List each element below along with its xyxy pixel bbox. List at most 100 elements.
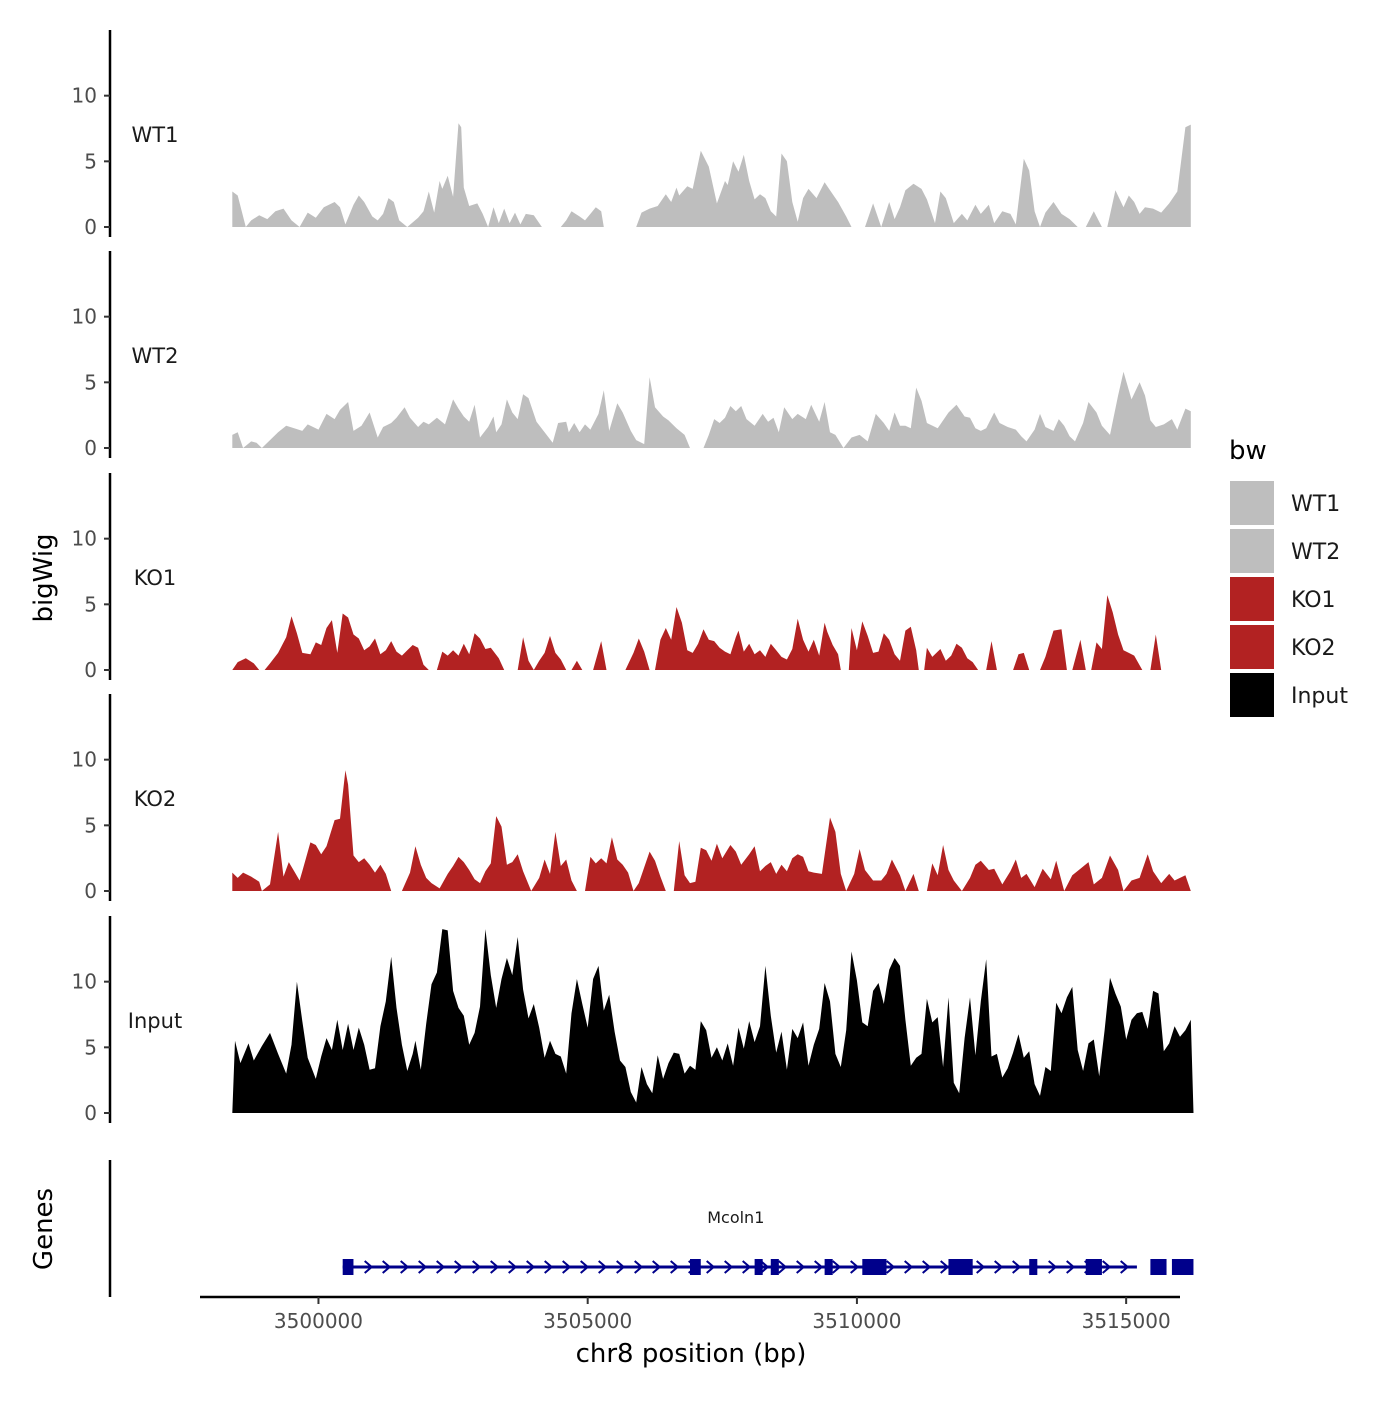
strand-chevron (850, 1260, 860, 1274)
strand-chevron (400, 1260, 410, 1274)
y-tick-label: 10 (72, 84, 97, 108)
legend-key-wt2 (1228, 527, 1276, 575)
y-tick-label: 0 (84, 215, 97, 239)
coverage-area-ko1 (232, 595, 1162, 670)
legend-label-wt1: WT1 (1291, 492, 1340, 517)
y-tick-label: 10 (72, 527, 97, 551)
legend-title: bw (1229, 436, 1267, 466)
track-label-wt2: WT2 (132, 344, 179, 368)
genes-axis-title: Genes (29, 1188, 59, 1270)
x-tick-label: 3500000 (274, 1309, 363, 1333)
strand-chevron (904, 1260, 914, 1274)
strand-chevron (436, 1260, 446, 1274)
y-tick-label: 10 (72, 305, 97, 329)
strand-chevron (670, 1260, 680, 1274)
genes-layer: Mcoln1 (108, 1160, 1194, 1297)
legend-label-ko2: KO2 (1291, 636, 1336, 661)
gene-exon (862, 1259, 887, 1275)
coverage-area-wt1 (232, 123, 1191, 227)
y-tick-label: 0 (84, 1101, 97, 1125)
x-tick-label: 3510000 (812, 1309, 901, 1333)
track-input: 0 5 10 Input (72, 916, 1194, 1125)
coverage-area-wt2 (232, 371, 1191, 448)
y-axis-title: bigWig (29, 533, 59, 622)
strand-chevron (922, 1260, 932, 1274)
track-wt1: 0 5 10 WT1 (72, 30, 1191, 239)
strand-chevron (472, 1260, 482, 1274)
y-tick-label: 5 (84, 370, 97, 394)
x-axis: 3500000 3505000 3510000 3515000 (200, 1295, 1180, 1333)
legend-label-input: Input (1291, 684, 1348, 709)
strand-chevron (544, 1260, 554, 1274)
strand-chevron (598, 1260, 608, 1274)
tracks-layer: 0 5 10 WT1 0 5 10 WT2 0 5 10 KO1 0 5 10 KO2 0 5 10 Input (72, 30, 1194, 1125)
strand-chevron (1048, 1260, 1058, 1274)
strand-chevron (832, 1260, 842, 1274)
strand-chevron (814, 1260, 824, 1274)
legend: bw WT1 WT2 KO1 KO2 Input (1228, 436, 1348, 719)
strand-chevron (976, 1260, 986, 1274)
strand-chevron (652, 1260, 662, 1274)
strand-chevron (1102, 1260, 1112, 1274)
y-tick-label: 0 (84, 658, 97, 682)
track-label-wt1: WT1 (132, 123, 179, 147)
strand-chevron (706, 1260, 716, 1274)
coverage-area-ko2 (232, 770, 1191, 891)
strand-chevron (562, 1260, 572, 1274)
strand-chevron (580, 1260, 590, 1274)
legend-label-wt2: WT2 (1291, 540, 1340, 565)
x-axis-title: chr8 position (bp) (576, 1339, 807, 1369)
strand-chevron (490, 1260, 500, 1274)
strand-chevron (526, 1260, 536, 1274)
strand-chevron (364, 1260, 374, 1274)
track-label-ko2: KO2 (134, 787, 177, 811)
gene-exon (1171, 1259, 1194, 1275)
x-tick-label: 3505000 (543, 1309, 632, 1333)
gene-exon (948, 1259, 973, 1275)
gene-exon (770, 1259, 779, 1275)
legend-key-input (1228, 671, 1276, 719)
strand-chevron (796, 1260, 806, 1274)
strand-chevron (742, 1260, 752, 1274)
legend-key-wt1 (1228, 479, 1276, 527)
strand-chevron (940, 1260, 950, 1274)
track-label-input: Input (128, 1009, 182, 1033)
gene-exon (1029, 1259, 1038, 1275)
strand-chevron (1066, 1260, 1076, 1274)
strand-chevron (508, 1260, 518, 1274)
strand-chevron (1120, 1260, 1130, 1274)
gene-name-label: Mcoln1 (707, 1208, 764, 1227)
x-tick-label: 3515000 (1082, 1309, 1171, 1333)
gene-exon (824, 1259, 833, 1275)
gene-exon (1150, 1259, 1167, 1275)
track-ko2: 0 5 10 KO2 (72, 694, 1191, 903)
y-tick-label: 5 (84, 592, 97, 616)
y-tick-label: 10 (72, 748, 97, 772)
gene-exon (754, 1259, 763, 1275)
coverage-area-input (232, 929, 1194, 1113)
strand-chevron (886, 1260, 896, 1274)
strand-chevron (1012, 1260, 1022, 1274)
gene-exon (1085, 1259, 1102, 1275)
strand-chevron (634, 1260, 644, 1274)
strand-chevron (778, 1260, 788, 1274)
y-tick-label: 5 (84, 813, 97, 837)
y-tick-label: 0 (84, 879, 97, 903)
y-tick-label: 10 (72, 970, 97, 994)
strand-chevron (616, 1260, 626, 1274)
strand-chevron (994, 1260, 1004, 1274)
y-tick-label: 0 (84, 436, 97, 460)
y-tick-label: 5 (84, 1035, 97, 1059)
y-tick-label: 5 (84, 149, 97, 173)
strand-chevron (454, 1260, 464, 1274)
legend-key-ko2 (1228, 623, 1276, 671)
gene-exon (342, 1259, 354, 1275)
strand-chevron (382, 1260, 392, 1274)
legend-key-ko1 (1228, 575, 1276, 623)
strand-chevron (724, 1260, 734, 1274)
track-label-ko1: KO1 (134, 566, 177, 590)
track-ko1: 0 5 10 KO1 (72, 473, 1162, 682)
gene-exon (690, 1259, 701, 1275)
